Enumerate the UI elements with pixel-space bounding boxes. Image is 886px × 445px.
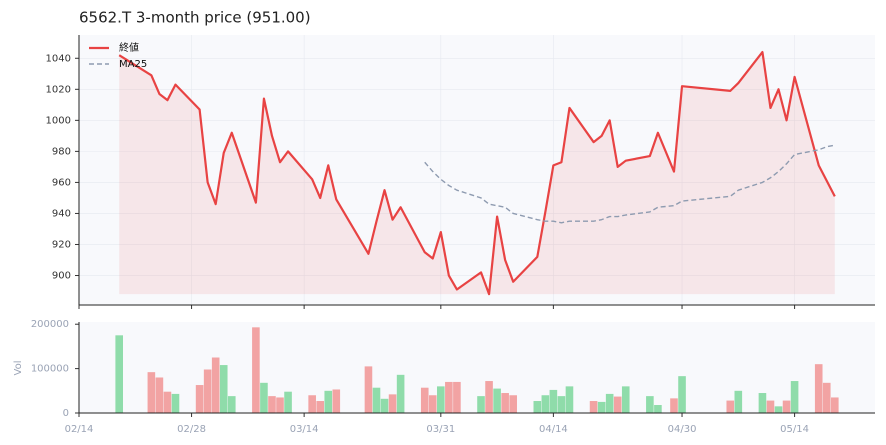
volume-bar — [557, 396, 566, 413]
y-tick-label: 980 — [52, 146, 71, 157]
volume-bar — [734, 390, 743, 413]
volume-bar — [589, 401, 598, 413]
volume-bar — [814, 364, 823, 413]
volume-bar — [388, 394, 397, 413]
volume-bar — [670, 398, 678, 413]
x-tick-label: 04/30 — [668, 424, 697, 435]
volume-bar — [428, 395, 437, 413]
volume-bar — [147, 372, 156, 413]
x-tick-label: 02/28 — [177, 424, 206, 435]
x-tick-label: 05/14 — [780, 424, 809, 435]
volume-bar — [163, 391, 172, 413]
volume-y-tick-label: 0 — [63, 408, 69, 419]
volume-bar — [364, 366, 373, 413]
y-tick-label: 960 — [52, 177, 71, 188]
volume-bar — [533, 401, 542, 413]
price-area — [119, 52, 835, 295]
volume-bar — [155, 377, 164, 413]
volume-bar — [171, 393, 180, 413]
series-line — [424, 144, 835, 224]
volume-bar — [654, 405, 662, 413]
volume-axis-label: Vol — [13, 361, 24, 376]
volume-bar — [678, 376, 686, 413]
volume-bar — [308, 395, 316, 413]
volume-bar — [420, 387, 429, 413]
chart-title: 6562.T 3-month price (951.00) — [79, 9, 311, 27]
volume-bar — [509, 395, 517, 413]
volume-bar — [766, 400, 775, 413]
volume-bar — [541, 395, 550, 413]
volume-bar — [453, 381, 461, 413]
x-tick-label: 02/14 — [65, 424, 94, 435]
volume-bar — [332, 389, 341, 413]
volume-bar — [268, 396, 276, 413]
volume-bar — [493, 388, 501, 413]
volume-bar — [597, 401, 606, 413]
y-tick-label: 920 — [52, 239, 71, 250]
volume-bar — [485, 381, 493, 413]
x-tick-label: 03/14 — [290, 424, 319, 435]
volume-bar — [211, 357, 220, 413]
volume-bar — [830, 397, 839, 413]
volume-bar — [613, 396, 622, 413]
volume-y-tick-label: 100000 — [31, 364, 69, 375]
volume-bar — [227, 396, 236, 413]
x-tick-label: 03/31 — [426, 424, 455, 435]
volume-bar — [726, 400, 735, 413]
volume-bar — [621, 386, 630, 413]
volume-bar — [605, 393, 614, 413]
y-tick-label: 1040 — [46, 53, 71, 64]
y-tick-label: 940 — [52, 208, 71, 219]
volume-bar — [260, 382, 268, 413]
volume-bar — [774, 406, 783, 413]
price-panel — [79, 35, 875, 305]
volume-bar — [758, 393, 767, 413]
legend-label: 終値 — [119, 41, 139, 54]
volume-bar — [284, 391, 292, 413]
volume-bar — [219, 365, 228, 413]
volume-bar — [445, 381, 453, 413]
volume-bar — [396, 374, 405, 413]
volume-bar — [316, 401, 325, 413]
volume-bar — [195, 385, 204, 413]
volume-bar — [380, 398, 389, 413]
legend-label: MA25 — [119, 59, 147, 70]
volume-bar — [252, 327, 260, 413]
volume-bar — [115, 335, 124, 413]
volume-bar — [822, 382, 831, 413]
volume-bar — [276, 397, 284, 413]
volume-bar — [782, 400, 791, 413]
volume-y-tick-label: 200000 — [31, 319, 69, 330]
y-tick-label: 1020 — [46, 84, 71, 95]
volume-bar — [565, 386, 574, 413]
volume-bar — [501, 393, 509, 413]
volume-bar — [203, 369, 212, 413]
volume-bar — [372, 387, 381, 413]
volume-bar — [437, 386, 445, 413]
y-tick-label: 900 — [52, 271, 71, 282]
volume-panel — [79, 322, 875, 413]
volume-bar — [477, 396, 485, 413]
y-tick-label: 1000 — [46, 115, 71, 126]
x-tick-label: 04/14 — [539, 424, 568, 435]
volume-bar — [324, 390, 333, 413]
volume-bar — [646, 396, 654, 413]
volume-bar — [549, 389, 558, 413]
volume-bar — [790, 381, 799, 413]
series-line — [118, 50, 836, 296]
